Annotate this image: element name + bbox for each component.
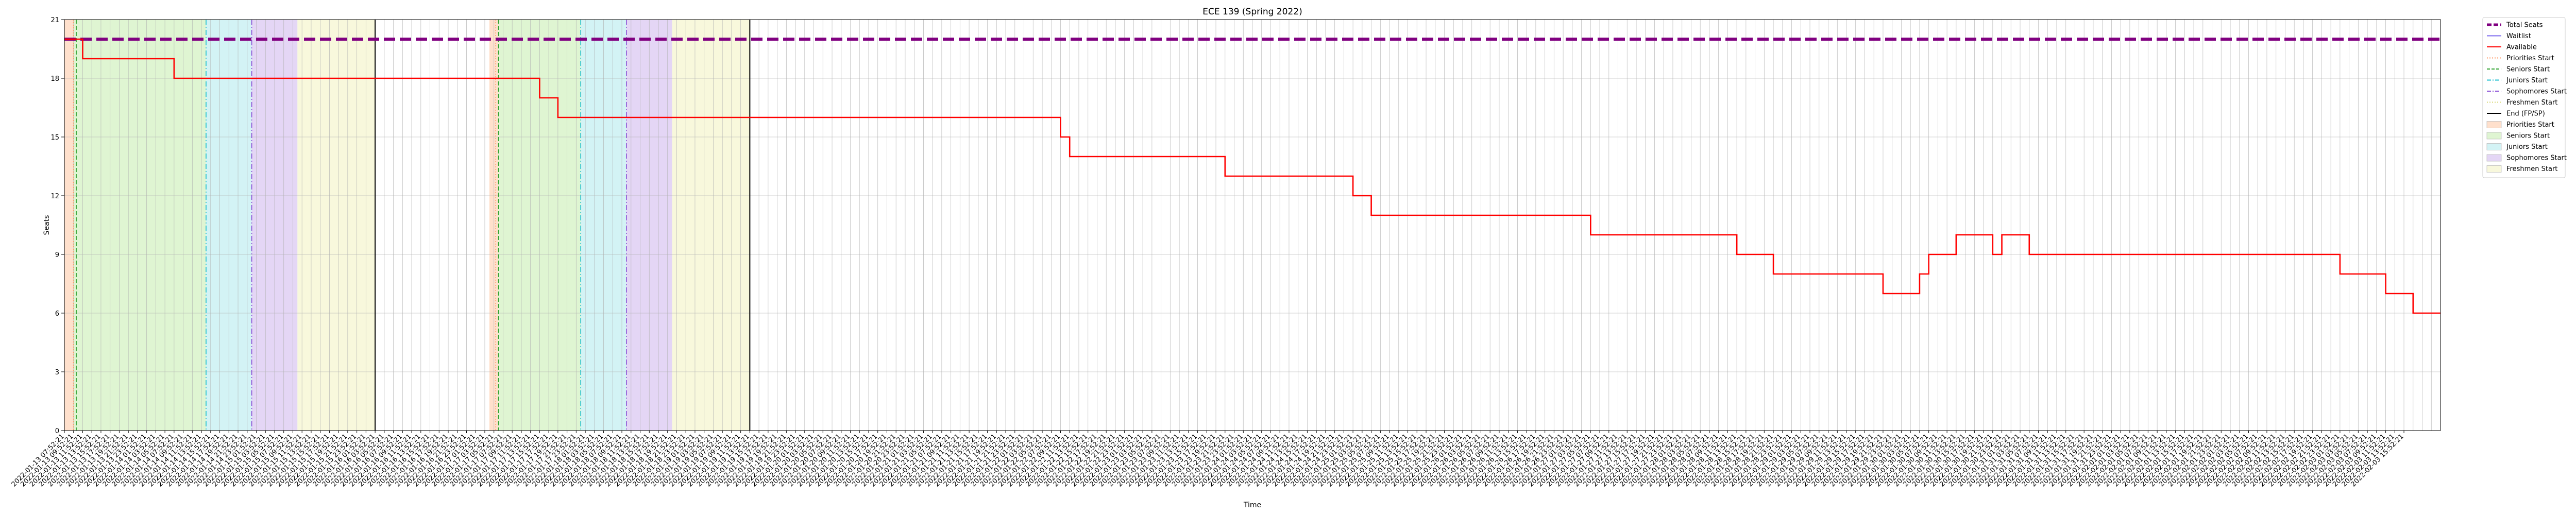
- legend-entry-label: Total Seats: [2506, 22, 2543, 29]
- legend-swatch-patch: [2486, 143, 2502, 150]
- legend-entry-label: Freshmen Start: [2506, 99, 2557, 107]
- y-tick-label: 18: [50, 75, 59, 83]
- legend-swatch-patch: [2486, 132, 2502, 140]
- legend-entry-label: Juniors Start: [2506, 143, 2548, 151]
- y-tick-label: 0: [55, 427, 59, 435]
- legend: Total Seats Waitlist Available Priorities S…: [2482, 17, 2567, 178]
- y-tick-label: 21: [50, 16, 59, 24]
- y-tick-label: 3: [55, 369, 59, 376]
- legend-entry-label: Waitlist: [2506, 32, 2531, 40]
- legend-swatch-patch: [2486, 165, 2502, 173]
- chart-title: ECE 139 (Spring 2022): [1202, 7, 1302, 17]
- legend-entry-label: Freshmen Start: [2506, 165, 2557, 173]
- available-series-line: [64, 38, 2441, 314]
- legend-entry-label: Sophomores Start: [2506, 88, 2567, 96]
- legend-frame: [2482, 17, 2566, 178]
- series-lines: [64, 38, 2441, 314]
- period-markers: [73, 20, 751, 431]
- legend-entry-label: Available: [2506, 44, 2537, 52]
- legend-swatch-patch: [2486, 121, 2502, 128]
- freshmen-period-band: [297, 20, 376, 431]
- legend-swatch-patch: [2486, 154, 2502, 162]
- legend-entry-label: Seniors Start: [2506, 132, 2550, 140]
- legend-entry-label: Seniors Start: [2506, 66, 2550, 74]
- y-tick-label: 6: [55, 310, 59, 318]
- legend-entry-label: Juniors Start: [2506, 77, 2548, 84]
- priorities-period-band: [64, 20, 74, 431]
- freshmen-period-band: [672, 20, 750, 431]
- legend-entry-label: Priorities Start: [2506, 55, 2554, 62]
- x-axis-label: Time: [1243, 501, 1261, 509]
- y-tick-label: 9: [55, 251, 59, 259]
- y-axis-ticks: 0 3 6 9 12 15 18 21: [50, 16, 64, 435]
- y-tick-label: 15: [50, 134, 59, 142]
- legend-entry-label: End (FP/SP): [2506, 110, 2545, 118]
- grid-lines: [64, 19, 2441, 431]
- seniors-period-band: [73, 20, 206, 431]
- y-axis-label: Seats: [43, 215, 51, 235]
- legend-entry-label: Sophomores Start: [2506, 154, 2567, 162]
- y-tick-label: 12: [50, 193, 59, 200]
- legend-entry-label: Priorities Start: [2506, 121, 2554, 129]
